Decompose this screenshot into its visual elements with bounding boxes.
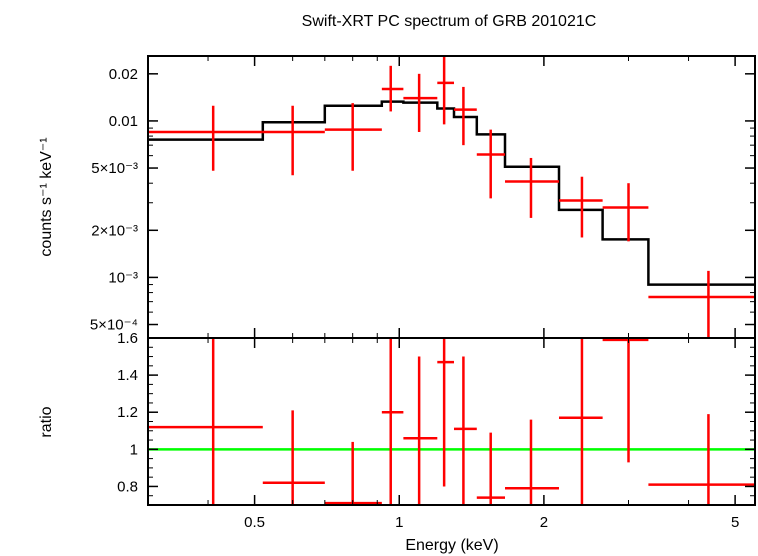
ratio-plot-frame xyxy=(147,337,756,506)
ratio-panel: 0.8 1 1.2 1.4 1.6 ratio xyxy=(38,330,756,506)
spectrum-y-tick-label: 0.01 xyxy=(109,113,138,130)
spectrum-data-point xyxy=(437,56,454,125)
spectrum-data-point xyxy=(648,270,755,338)
ratio-data-point xyxy=(602,338,649,463)
x-tick-label: 1 xyxy=(395,514,403,531)
spectrum-y-tick-label: 5×10⁻³ xyxy=(91,160,138,177)
spectrum-y-tick-label: 5×10⁻⁴ xyxy=(90,317,138,334)
spectrum-y-tick-label: 10⁻³ xyxy=(108,269,138,286)
y-axis-label-ratio: ratio xyxy=(38,406,55,437)
spectrum-data-point xyxy=(148,105,263,171)
ratio-y-tick-label: 1.6 xyxy=(117,330,138,347)
spectrum-plot-frame xyxy=(147,55,756,339)
spectrum-data-point xyxy=(558,176,603,238)
model-curve xyxy=(148,100,755,286)
spectrum-data-point xyxy=(453,86,477,146)
ratio-y-tick-label: 1.2 xyxy=(117,404,138,421)
spectrum-panel: 0.02 0.01 5×10⁻³ 2×10⁻³ 10⁻³ 5×10⁻⁴ counts s⁻… xyxy=(38,55,756,339)
ratio-data-point xyxy=(505,419,559,505)
spectrum-data-point xyxy=(324,103,382,171)
chart-title: Swift-XRT PC spectrum of GRB 201021C xyxy=(302,13,597,30)
x-tick-label: 0.5 xyxy=(244,514,265,531)
ratio-y-tick-label: 0.8 xyxy=(117,478,138,495)
ratio-data-point xyxy=(381,338,404,505)
ratio-data-point xyxy=(148,338,263,505)
ratio-data-point xyxy=(437,338,454,487)
ratio-y-tick-label: 1.4 xyxy=(117,367,138,384)
ratio-data-point xyxy=(324,441,382,505)
ratio-data-point xyxy=(648,414,755,505)
spectrum-y-tick-label: 0.02 xyxy=(109,66,138,83)
spectrum-data-point xyxy=(403,73,438,132)
ratio-data-point xyxy=(403,356,438,505)
ratio-data-point xyxy=(558,338,603,505)
spectrum-data-point xyxy=(602,183,649,242)
spectrum-data-point xyxy=(476,129,506,199)
x-axis-label: Energy (keV) xyxy=(405,537,498,554)
spectrum-data-point xyxy=(505,157,559,218)
ratio-y-tick-label: 1 xyxy=(130,441,138,458)
x-tick-label: 5 xyxy=(731,514,739,531)
x-tick-label: 2 xyxy=(540,514,548,531)
ratio-data-point xyxy=(453,356,477,505)
spectrum-data-point xyxy=(262,105,325,176)
ratio-data-point xyxy=(262,410,325,505)
spectrum-data-point xyxy=(381,65,404,112)
spectrum-y-tick-label: 2×10⁻³ xyxy=(91,222,138,239)
ratio-data-point xyxy=(476,432,506,505)
y-axis-label-spectrum: counts s⁻¹ keV⁻¹ xyxy=(38,137,55,256)
